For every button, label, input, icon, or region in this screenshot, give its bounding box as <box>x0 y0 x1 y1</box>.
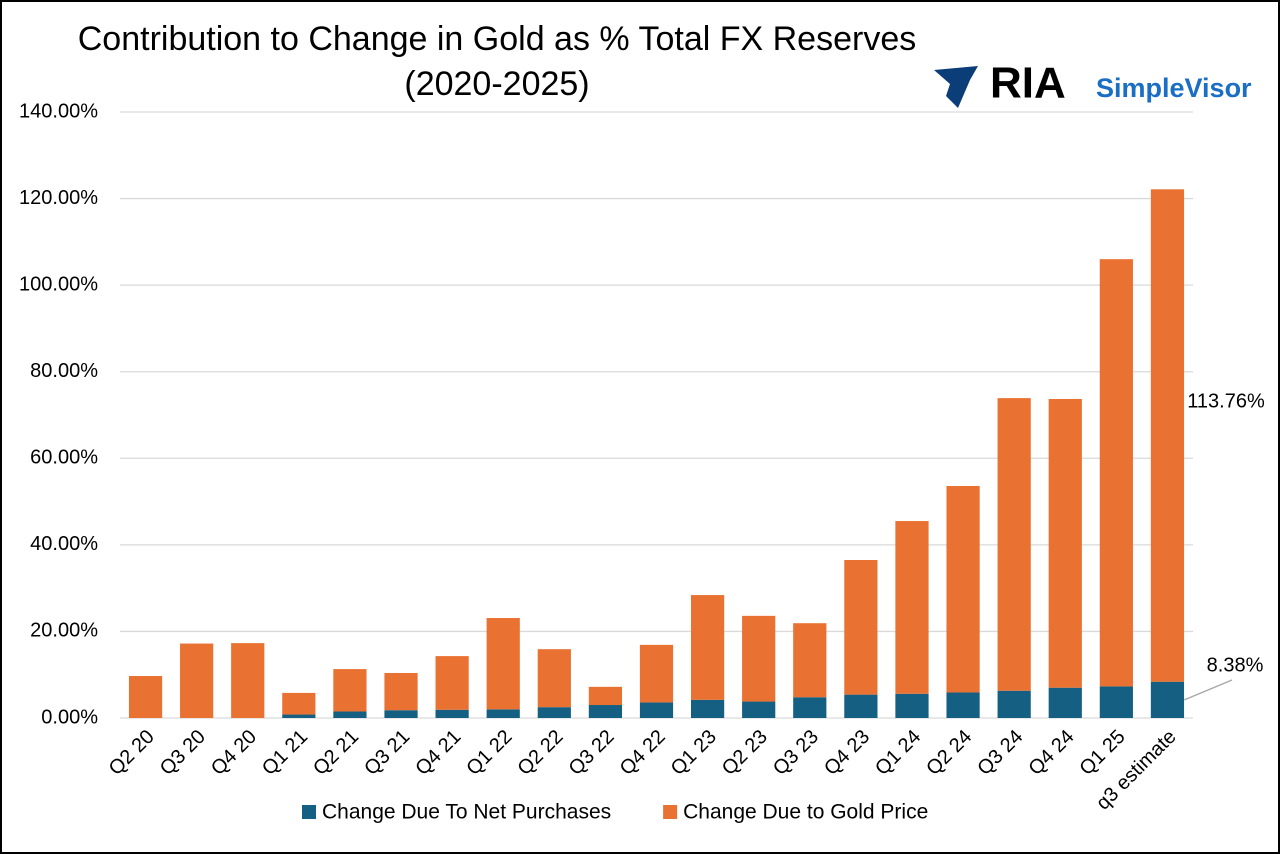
legend-swatch <box>663 805 678 819</box>
bar-segment <box>690 595 725 700</box>
chart-subtitle: (2020-2025) <box>404 65 589 103</box>
bar-segment <box>588 686 623 706</box>
bar-segment <box>435 709 469 718</box>
y-tick-label: 80.00% <box>30 360 98 382</box>
bar-segment <box>282 692 316 715</box>
bar-segment <box>895 521 929 694</box>
bar-segment <box>895 693 929 718</box>
bar-segment <box>128 676 163 718</box>
bar-segment <box>435 656 469 710</box>
y-tick-label: 20.00% <box>30 620 98 642</box>
bar-segment <box>844 560 878 695</box>
leader-line <box>1184 679 1233 701</box>
bar-segment <box>690 699 725 718</box>
bar-segment <box>180 643 214 718</box>
y-tick-label: 100.00% <box>19 273 98 295</box>
bar-segment <box>384 672 418 711</box>
logo: RIA SimpleVisor <box>934 59 1252 108</box>
bar-segment <box>844 694 878 718</box>
legend-label: Change Due To Net Purchases <box>322 801 611 824</box>
bar-segment <box>639 644 674 703</box>
y-tick-label: 0.00% <box>41 706 98 728</box>
bar-segment <box>946 485 980 693</box>
bar-segment <box>742 615 776 702</box>
data-label: 8.38% <box>1207 654 1264 676</box>
bar-segment <box>997 398 1031 691</box>
bar-segment <box>537 707 571 718</box>
bar-segment <box>1048 687 1082 718</box>
chart-title: Contribution to Change in Gold as % Tota… <box>78 20 916 58</box>
bar-segment <box>1150 681 1185 718</box>
bar-segment <box>486 709 520 718</box>
y-tick-label: 120.00% <box>19 187 98 209</box>
logo-product: SimpleVisor <box>1096 73 1252 103</box>
bar-segment <box>793 623 827 698</box>
data-label: 113.76% <box>1187 390 1265 412</box>
bar-segment <box>1048 398 1082 688</box>
bar-segment <box>1150 189 1185 682</box>
bar-segment <box>742 701 776 718</box>
bar-segment <box>639 702 674 718</box>
bar-segment <box>793 697 827 718</box>
y-tick-label: 140.00% <box>19 100 98 122</box>
legend-label: Change Due to Gold Price <box>683 801 928 824</box>
y-tick-label: 40.00% <box>30 533 98 555</box>
bar-segment <box>997 690 1031 718</box>
bar-segment <box>282 714 316 718</box>
bar-segment <box>486 618 520 710</box>
legend-swatch <box>302 805 316 819</box>
bar-segment <box>333 711 367 718</box>
bar-segment <box>588 705 623 718</box>
y-tick-label: 60.00% <box>30 447 98 469</box>
bar-segment <box>946 692 980 718</box>
bar-segment <box>1099 686 1133 718</box>
bar-segment <box>384 710 418 718</box>
bar-segment <box>1099 259 1133 687</box>
bar-segment <box>231 643 265 718</box>
logo-icon <box>934 66 978 108</box>
bar-segment <box>333 669 367 712</box>
bar-segment <box>537 649 571 708</box>
logo-brand: RIA <box>990 59 1066 108</box>
